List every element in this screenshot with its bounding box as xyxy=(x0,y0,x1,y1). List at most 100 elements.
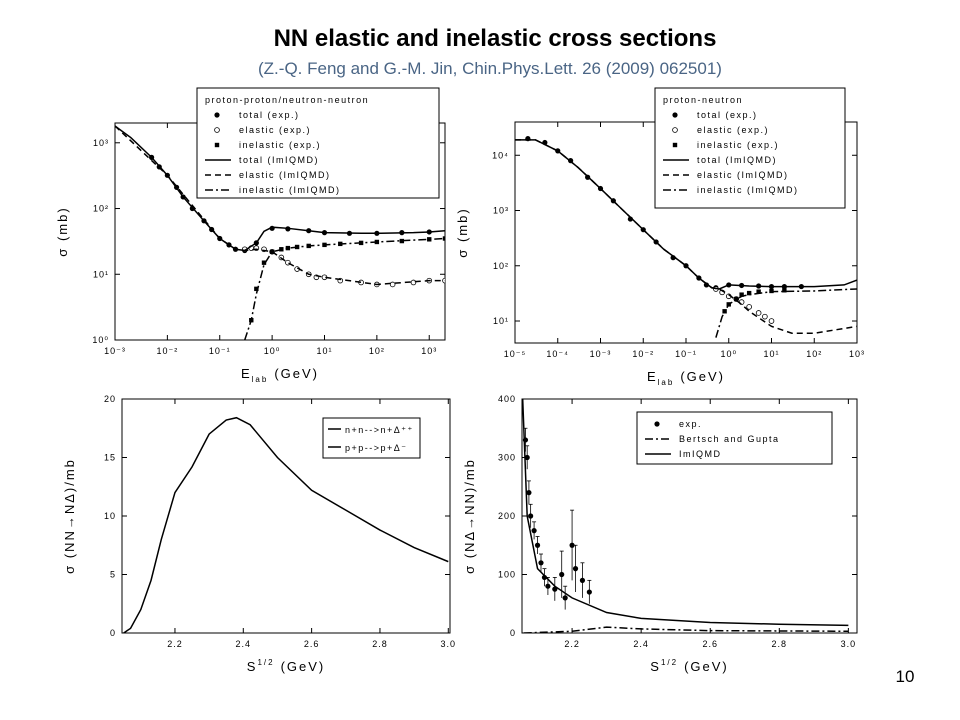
x-tick-label: 10⁻⁴ xyxy=(546,349,569,359)
marker-open-circle xyxy=(762,313,768,320)
x-tick-label: 10³ xyxy=(849,349,865,359)
x-label-index: lab xyxy=(658,378,675,387)
legend-label: elastic (exp.) xyxy=(239,125,311,135)
legend-box xyxy=(322,417,421,459)
legend-label: elastic (ImIQMD) xyxy=(239,170,331,180)
x-tick-label: 2.8 xyxy=(372,639,388,649)
legend-box xyxy=(654,87,846,209)
legend-label: exp. xyxy=(679,419,702,429)
marker-square xyxy=(442,236,445,241)
x-tick-label: 10³ xyxy=(421,346,437,356)
curve xyxy=(522,399,849,627)
y-tick-label: 300 xyxy=(498,453,516,463)
y-axis-label: σ (NN→NΔ)/mb xyxy=(62,458,77,574)
marker-square xyxy=(739,292,744,297)
legend-title: proton-neutron xyxy=(663,95,743,105)
legend-label: inelastic (ImIQMD) xyxy=(697,185,799,195)
plot-area xyxy=(123,416,449,633)
legend-label: p+p-->p+Δ⁻ xyxy=(345,443,408,453)
x-tick-label: 10⁻² xyxy=(632,349,654,359)
marker-circle xyxy=(534,542,541,548)
y-tick-label: 15 xyxy=(104,453,116,463)
y-tick-label: 200 xyxy=(498,511,516,521)
legend-label: elastic (exp.) xyxy=(697,125,769,135)
marker-circle xyxy=(531,528,537,534)
x-label-index: lab xyxy=(252,375,269,384)
legend-label: ImIQMD xyxy=(679,449,722,459)
legend-title: proton-proton/neutron-neutron xyxy=(205,95,369,105)
y-tick-label: 0 xyxy=(110,628,116,638)
marker-circle xyxy=(214,112,220,118)
marker-open-circle xyxy=(214,127,220,133)
marker-square xyxy=(782,288,787,293)
curve xyxy=(123,416,449,633)
x-label-main: S xyxy=(650,659,661,674)
legend-label: inelastic (exp.) xyxy=(239,140,321,150)
marker-circle xyxy=(559,571,565,578)
x-tick-label: 10² xyxy=(369,346,385,356)
marker-circle xyxy=(545,583,551,589)
y-tick-label: 10³ xyxy=(493,206,509,216)
curve xyxy=(115,125,445,252)
marker-circle xyxy=(524,454,530,461)
x-tick-label: 10¹ xyxy=(316,346,332,356)
x-tick-label: 2.2 xyxy=(564,639,580,649)
x-label-main: E xyxy=(647,369,658,384)
x-tick-label: 2.6 xyxy=(304,639,320,649)
x-tick-label: 10⁰ xyxy=(264,346,281,356)
legend-label: total (ImIQMD) xyxy=(239,155,319,165)
x-tick-label: 10⁻¹ xyxy=(675,349,697,359)
marker-circle xyxy=(526,490,532,496)
marker-circle xyxy=(586,589,592,595)
legend-label: elastic (ImIQMD) xyxy=(697,170,789,180)
y-tick-label: 10² xyxy=(93,204,109,214)
marker-open-circle xyxy=(768,318,775,324)
y-tick-label: 10² xyxy=(493,261,509,271)
y-tick-label: 400 xyxy=(498,394,516,404)
y-tick-label: 10¹ xyxy=(93,269,109,279)
marker-open-circle xyxy=(389,281,396,288)
marker-square xyxy=(672,142,678,148)
legend-label: total (ImIQMD) xyxy=(697,155,777,165)
y-tick-label: 5 xyxy=(110,570,116,580)
y-tick-label: 10³ xyxy=(93,138,109,148)
legend-box xyxy=(636,411,833,465)
marker-circle xyxy=(562,595,568,601)
marker-open-circle xyxy=(746,304,752,310)
x-tick-label: 2.4 xyxy=(633,639,649,649)
y-tick-label: 10¹ xyxy=(493,316,509,326)
x-label-index: 1/2 xyxy=(661,658,678,667)
x-label-unit: (GeV) xyxy=(684,659,729,674)
marker-open-circle xyxy=(672,127,678,133)
marker-square xyxy=(756,289,761,294)
y-tick-label: 100 xyxy=(498,570,516,580)
legend-label: n+n-->n+Δ⁺⁺ xyxy=(345,425,414,435)
marker-open-circle xyxy=(410,279,417,286)
x-axis-label: Elab (GeV) xyxy=(241,366,319,384)
marker-square xyxy=(261,260,267,265)
legend-label: inelastic (exp.) xyxy=(697,140,779,150)
marker-square xyxy=(734,296,739,302)
x-label-unit: (GeV) xyxy=(274,366,319,381)
plot-area xyxy=(115,125,445,340)
x-label-main: S xyxy=(247,659,258,674)
marker-circle xyxy=(538,560,544,566)
legend-label: total (exp.) xyxy=(697,110,758,120)
slide-title: NN elastic and inelastic cross sections xyxy=(274,25,717,52)
marker-circle xyxy=(579,577,586,583)
marker-circle xyxy=(672,112,678,118)
x-tick-label: 10⁻³ xyxy=(590,349,612,359)
curve xyxy=(115,125,445,286)
curve xyxy=(523,626,849,633)
x-tick-label: 10⁻⁵ xyxy=(504,349,527,359)
marker-square xyxy=(399,238,405,244)
marker-circle xyxy=(569,542,575,548)
x-tick-label: 10⁻¹ xyxy=(209,346,231,356)
x-tick-label: 2.4 xyxy=(236,639,252,649)
marker-circle xyxy=(572,566,579,572)
marker-square xyxy=(427,237,432,242)
legend-box xyxy=(196,87,440,199)
legend-label: total (exp.) xyxy=(239,110,300,120)
x-label-unit: (GeV) xyxy=(281,659,326,674)
